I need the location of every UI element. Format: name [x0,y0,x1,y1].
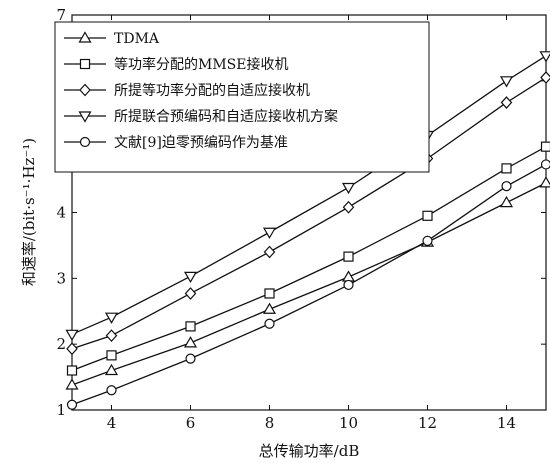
x-tick-label: 14 [497,414,516,432]
data-point [65,378,79,390]
x-tick-label: 10 [339,414,358,432]
data-point [499,195,514,208]
series-line [71,182,547,386]
series-line [71,55,547,335]
y-tick-label: 2 [56,335,66,353]
legend-marker [79,83,91,97]
data-point [106,385,117,396]
series-line [71,76,547,350]
data-point [185,353,196,364]
data-point [183,336,198,348]
x-tick-label: 4 [107,414,117,432]
data-point [263,245,276,259]
data-point [341,270,356,282]
data-point [184,287,197,300]
y-axis-label: 和速率/(bit·s⁻¹·Hz⁻¹) [20,138,38,286]
legend-label: 等功率分配的MMSE接收机 [114,56,288,73]
data-point [343,279,354,291]
data-point [501,163,512,174]
x-tick-label: 12 [418,414,437,432]
data-point [65,329,79,341]
series-layer [65,51,550,410]
data-point [262,227,277,239]
data-point [501,181,512,192]
data-point [66,365,78,376]
data-point [183,271,198,284]
data-point [104,363,119,376]
data-point [343,251,354,262]
data-point [264,318,275,329]
legend-label: 所提等功率分配的自适应接收机 [114,82,310,99]
data-point [422,210,433,221]
data-point [66,399,78,410]
series-line [71,163,547,406]
legend-label: TDMA [114,31,160,47]
legend-label: 文献[9]迫零预编码作为基准 [114,134,288,151]
data-point [105,329,118,343]
y-tick-label: 4 [56,204,66,222]
legend-marker [79,58,91,70]
legend: TDMA 等功率分配的MMSE接收机所提等功率分配的自适应接收机所提联合预编码和自… [54,21,430,173]
x-axis-label: 总传输功率/dB [259,442,360,460]
data-point [185,321,196,332]
data-point [106,350,117,361]
data-point [341,182,356,195]
data-point [422,235,433,246]
data-point [262,302,277,314]
data-point [540,71,550,84]
legend-marker [79,136,91,148]
y-tick-label: 3 [56,269,66,287]
data-point [342,200,355,214]
data-point [264,288,275,299]
data-point [540,141,550,152]
data-point [500,96,513,109]
x-tick-label: 8 [265,414,275,432]
x-tick-label: 6 [186,414,196,432]
data-point [539,51,550,63]
data-point [539,176,550,188]
legend-label: 所提联合预编码和自适应接收机方案 [114,108,338,125]
y-tick-label: 1 [56,401,66,419]
data-point [104,312,119,324]
legend-marker [78,31,92,43]
data-point [499,76,514,88]
series-line [71,146,547,372]
legend-box [54,21,430,173]
data-point [66,342,78,356]
y-tick-label: 7 [56,6,66,24]
data-point [540,159,550,170]
legend-marker [78,111,92,123]
